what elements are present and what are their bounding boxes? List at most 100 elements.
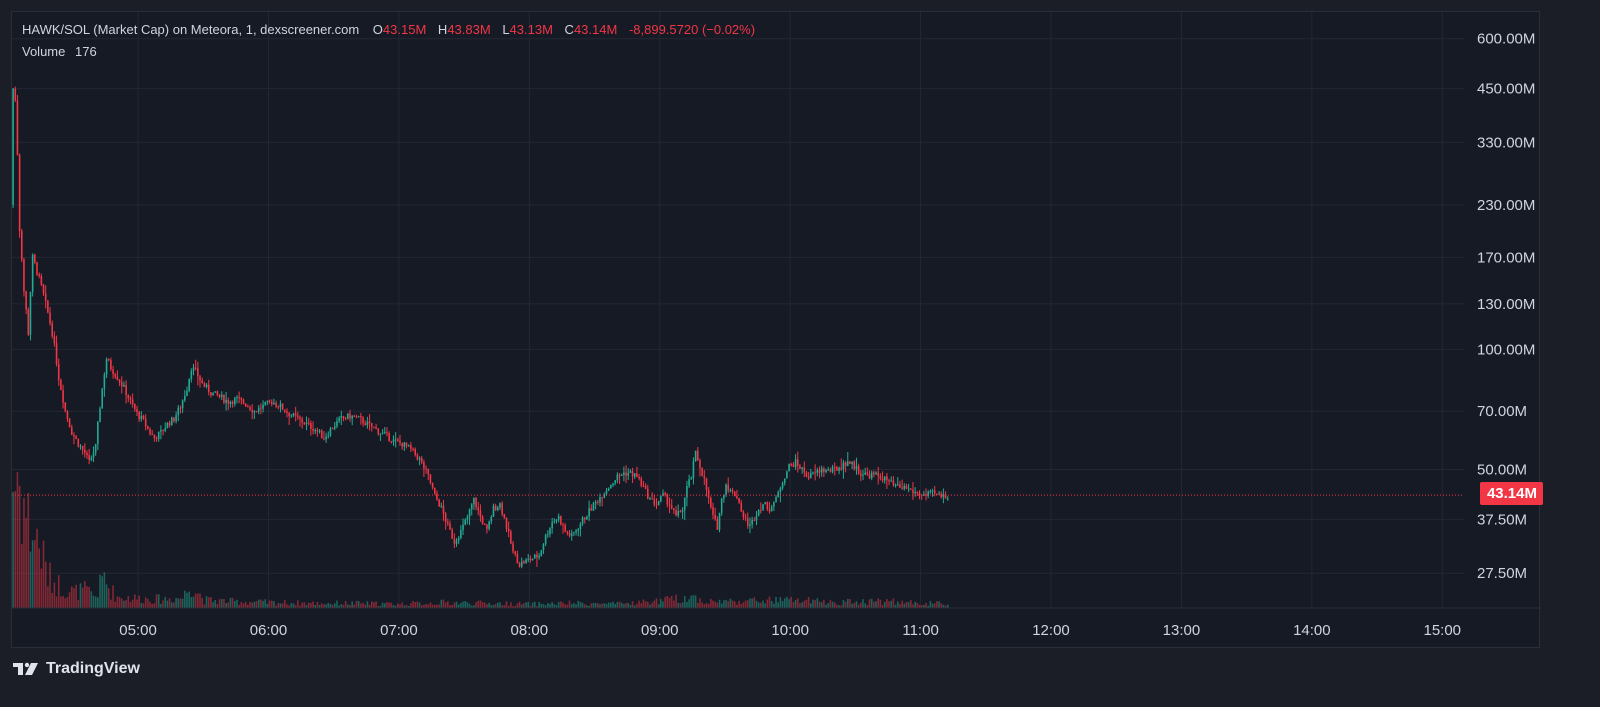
candle-body (529, 558, 532, 560)
volume-bar (486, 604, 488, 608)
volume-bar (744, 600, 747, 608)
candle-body (51, 323, 54, 337)
candle-body (277, 406, 280, 408)
candle-body (568, 532, 571, 536)
candle-body (310, 422, 312, 429)
candle-body (42, 284, 45, 294)
candle-body (557, 515, 560, 520)
candle-body (266, 400, 269, 402)
volume-bar (427, 604, 430, 608)
volume-bar (240, 602, 243, 608)
candle-body (703, 475, 706, 479)
volume-bar (407, 606, 410, 608)
close-label: C (564, 22, 574, 37)
volume-bar (16, 472, 19, 608)
volume-bar (220, 599, 223, 608)
volume-bar (90, 591, 93, 608)
volume-bar (553, 604, 556, 608)
candle-body (110, 360, 112, 370)
candle-body (499, 503, 501, 508)
volume-bar (225, 603, 227, 608)
volume-bar (720, 603, 723, 608)
candle-body (844, 462, 847, 466)
volume-bar (660, 599, 662, 608)
candle-body (333, 426, 336, 429)
volume-bar (238, 604, 240, 608)
volume-bar (638, 600, 640, 608)
volume-bar (370, 601, 373, 608)
candle-body (833, 466, 836, 468)
volume-bar (805, 599, 808, 608)
volume-bar (616, 601, 619, 608)
candle-body (723, 494, 725, 499)
volume-bar (812, 599, 814, 608)
volume-bar (86, 586, 88, 608)
volume-bar (281, 603, 284, 608)
volume-bar (12, 491, 14, 608)
volume-bar (590, 603, 593, 608)
volume-bar (79, 583, 82, 608)
candle-body (420, 457, 423, 462)
volume-bar (946, 604, 949, 608)
candle-body (366, 421, 369, 426)
candle-body (433, 487, 436, 494)
candle-body (753, 519, 756, 521)
candle-body (134, 404, 136, 410)
candle-body (123, 385, 125, 387)
candle-body (383, 432, 386, 434)
volume-bar (592, 602, 595, 608)
chart-panel[interactable]: 600.00M 450.00M 330.00M 230.00M 170.00M 130.0… (11, 11, 1541, 649)
volume-bar (81, 587, 84, 608)
candle-body (368, 421, 371, 423)
candle-body (886, 476, 888, 481)
tradingview-brand[interactable]: TradingView (12, 660, 140, 678)
volume-bar (266, 603, 269, 608)
candle-body (803, 467, 806, 473)
volume-bar (355, 600, 358, 608)
volume-bar (657, 604, 660, 608)
volume-bar (203, 604, 206, 608)
candle-body (551, 522, 553, 529)
volume-bar (160, 603, 162, 608)
volume-bar (568, 600, 571, 608)
candle-body (455, 540, 458, 544)
candle-body (53, 336, 56, 344)
volume-bar (155, 594, 158, 608)
candle-body (97, 422, 99, 445)
volume-bar (925, 602, 927, 608)
volume-bar (729, 598, 732, 608)
candle-body (683, 497, 686, 511)
candle-body (223, 395, 225, 403)
volume-bar (242, 603, 245, 608)
candle-body (699, 460, 701, 469)
candle-body (553, 521, 556, 523)
volume-bar (405, 604, 408, 608)
time-axis[interactable]: 05:00 06:00 07:00 08:00 09:00 10:00 11:00 12:00… (12, 607, 1541, 639)
price-chart[interactable]: 600.00M 450.00M 330.00M 230.00M 170.00M 130.0… (12, 12, 1541, 649)
volume-bar (679, 603, 682, 608)
candle-body (160, 429, 162, 432)
candle-body (788, 464, 790, 472)
volume-bar (316, 601, 319, 608)
candle-body (946, 498, 949, 500)
volume-bar (601, 603, 603, 608)
volume-bar (340, 604, 343, 608)
candle-body (679, 511, 682, 513)
volume-bar (842, 600, 845, 608)
volume-bar (942, 604, 945, 608)
candle-body (140, 415, 143, 420)
candle-body (127, 395, 130, 398)
volume-bar (727, 601, 730, 608)
volume-bar (68, 592, 71, 608)
volume-bar (512, 606, 514, 608)
candle-body (36, 262, 38, 275)
ohlc-legend: HAWK/SOL (Market Cap) on Meteora, 1, dex… (22, 22, 755, 37)
price-axis[interactable]: 600.00M 450.00M 330.00M 230.00M 170.00M 130.0… (1477, 31, 1535, 582)
volume-bar (494, 604, 497, 608)
candle-body (599, 497, 601, 503)
candle-body (301, 418, 303, 423)
volume-bar (188, 591, 190, 608)
candle-body (866, 472, 869, 475)
candle-body (49, 312, 51, 324)
candle-body (260, 407, 262, 409)
